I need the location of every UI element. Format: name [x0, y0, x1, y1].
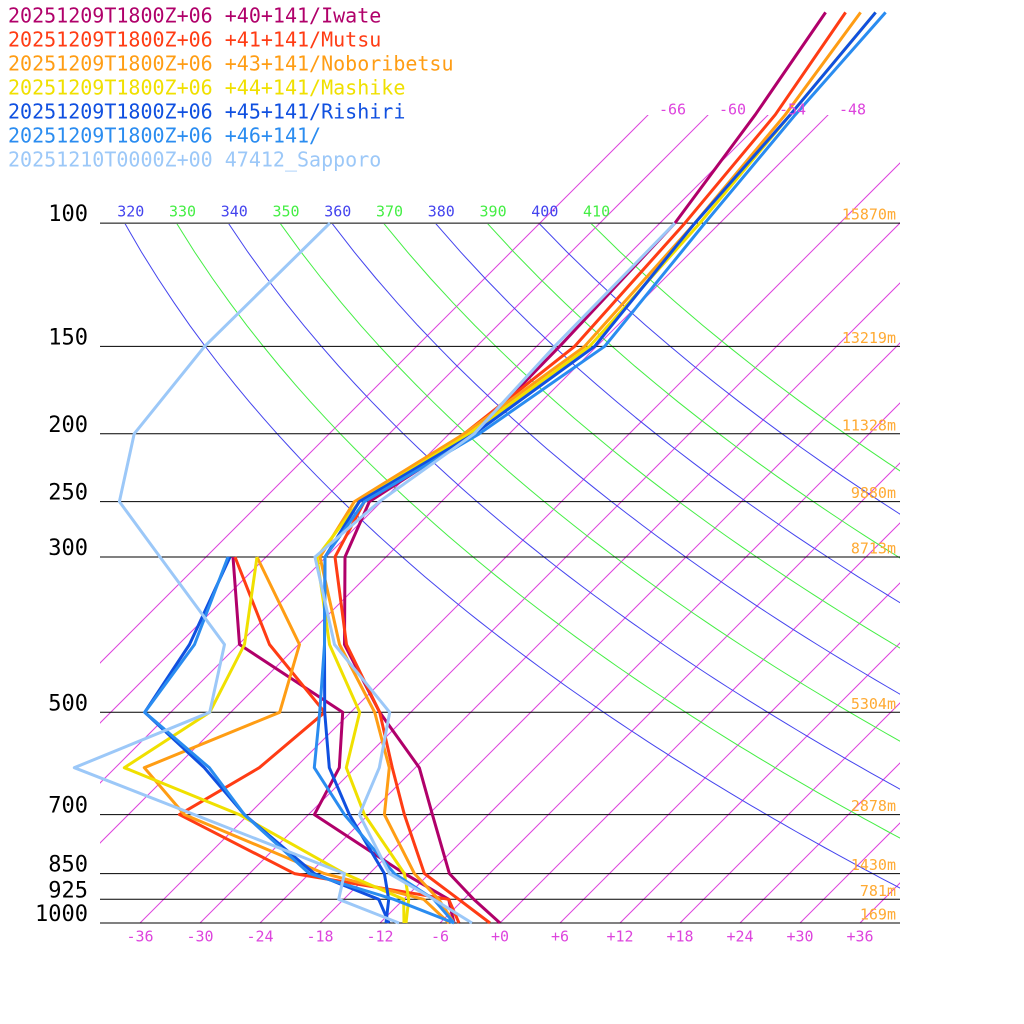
isotherm — [679, 702, 900, 923]
labels: -36 -30 -24 -18 -12 -6 +0 +6 +12 +18 +24 +30 +36 -66 -… — [8, 4, 896, 946]
y-tick-label: 850 — [48, 853, 88, 878]
isotherm — [100, 115, 829, 844]
legend-entry: 20251209T1800Z+06 +44+141/Mashike — [8, 76, 405, 100]
temperature-line — [312, 11, 887, 924]
isotherm — [319, 342, 900, 923]
isotherm — [100, 115, 709, 724]
theta-label: 380 — [428, 203, 455, 221]
height-label: 11328m — [842, 416, 896, 434]
theta-label: 400 — [531, 203, 558, 221]
temperature-line — [313, 222, 676, 925]
isotherm — [859, 882, 900, 923]
dry-adiabat — [435, 224, 900, 604]
theta-label: 360 — [324, 203, 351, 221]
x-tick-label: +6 — [551, 928, 569, 946]
y-tick-label: 925 — [48, 878, 88, 903]
isotherm-label: -54 — [779, 101, 806, 119]
dry-adiabat — [124, 224, 900, 889]
dewpoint-line — [177, 556, 461, 924]
isotherm — [439, 462, 900, 923]
isotherm — [100, 115, 649, 664]
legend-entry: 20251209T1800Z+06 +41+141/Mutsu — [8, 28, 381, 52]
theta-label: 340 — [221, 203, 248, 221]
x-tick-label: -18 — [306, 928, 333, 946]
theta-label: 370 — [376, 203, 403, 221]
x-tick-label: +24 — [726, 928, 753, 946]
dewpoint-line — [143, 556, 391, 924]
x-tick-label: -30 — [186, 928, 213, 946]
y-tick-label: 700 — [48, 794, 88, 819]
isotherm-label: -66 — [659, 101, 686, 119]
height-label: 781m — [860, 882, 896, 900]
temperature-line — [318, 11, 862, 924]
height-label: 13219m — [842, 329, 896, 347]
isotherm — [739, 762, 900, 923]
legend-entry: 20251209T1800Z+06 +45+141/Rishiri — [8, 100, 405, 124]
height-label: 5304m — [851, 695, 896, 713]
height-label: 2878m — [851, 797, 896, 815]
y-tick-label: 200 — [48, 413, 88, 438]
y-tick-label: 100 — [48, 202, 88, 227]
dry-adiabat — [280, 224, 900, 742]
dewpoint-line — [231, 556, 456, 924]
legend-entry: 20251210T0000Z+00 47412_Sapporo — [8, 148, 381, 172]
isotherm — [559, 582, 900, 923]
temperature-line — [333, 11, 847, 925]
theta-label: 320 — [117, 203, 144, 221]
x-tick-label: -6 — [431, 928, 449, 946]
dry-adiabat — [383, 224, 900, 649]
dewpoint-line — [142, 556, 451, 925]
isotherm-label: -48 — [839, 101, 866, 119]
isotherm — [199, 222, 900, 923]
y-tick-label: 250 — [48, 481, 88, 506]
height-label: 8713m — [851, 540, 896, 558]
dry-adiabat — [487, 224, 900, 559]
isotherm — [379, 402, 900, 923]
dry-adiabat — [176, 224, 900, 839]
theta-label: 390 — [480, 203, 507, 221]
height-label: 1430m — [851, 856, 896, 874]
legend-entry: 20251209T1800Z+06 +46+141/ — [8, 124, 321, 148]
y-tick-label: 1000 — [35, 902, 88, 927]
dewpoint-line — [143, 556, 455, 925]
height-label: 169m — [860, 906, 896, 924]
x-tick-label: -12 — [366, 928, 393, 946]
isotherm — [499, 522, 900, 923]
x-tick-label: -24 — [246, 928, 273, 946]
legend-entry: 20251209T1800Z+06 +40+141/Iwate — [8, 4, 381, 28]
dewpoint-line — [122, 556, 406, 924]
y-tick-label: 300 — [48, 536, 88, 561]
theta-label: 410 — [583, 203, 610, 221]
isotherm-label: -60 — [719, 101, 746, 119]
legend-entry: 20251209T1800Z+06 +43+141/Noboribetsu — [8, 52, 454, 76]
theta-label: 330 — [169, 203, 196, 221]
temperature-line — [315, 11, 877, 924]
theta-label: 350 — [272, 203, 299, 221]
isotherm — [139, 162, 900, 923]
x-tick-label: -36 — [126, 928, 153, 946]
dewpoint-line — [72, 222, 400, 925]
x-tick-label: +12 — [606, 928, 633, 946]
isotherm — [259, 282, 900, 923]
height-label: 15870m — [842, 206, 896, 224]
y-tick-label: 500 — [48, 691, 88, 716]
dry-adiabat — [228, 224, 900, 790]
dry-adiabat — [538, 224, 900, 515]
x-tick-label: +0 — [491, 928, 509, 946]
height-label: 9880m — [851, 484, 896, 502]
x-tick-label: +18 — [666, 928, 693, 946]
dry-adiabat — [331, 224, 900, 695]
profiles — [72, 11, 887, 925]
isotherm — [799, 822, 900, 923]
y-tick-label: 150 — [48, 325, 88, 350]
x-tick-label: +36 — [846, 928, 873, 946]
x-tick-label: +30 — [786, 928, 813, 946]
isotherm — [619, 642, 900, 923]
